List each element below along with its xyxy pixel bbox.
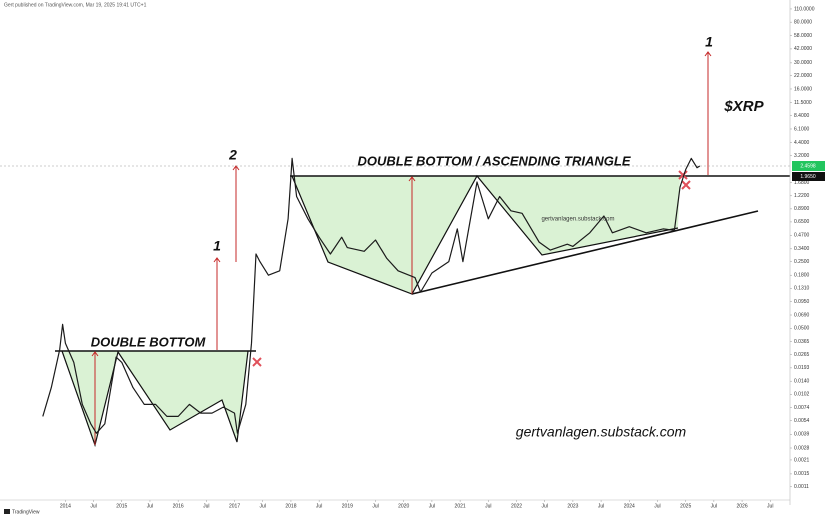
y-tick-label: 0.0011 <box>794 484 809 490</box>
arrow-head <box>704 51 712 57</box>
annotation: 2 <box>228 147 237 163</box>
y-tick-label: 0.0102 <box>794 392 810 398</box>
x-tick-label: Jul <box>711 503 717 509</box>
y-tick-label: 22.0000 <box>794 73 812 79</box>
y-tick-label: 0.0950 <box>794 299 810 305</box>
price-badge <box>792 172 825 181</box>
y-tick-label: 0.0265 <box>794 352 810 358</box>
y-tick-label: 8.4000 <box>794 113 810 119</box>
trendline <box>411 210 759 295</box>
x-tick-label: 2020 <box>398 503 409 509</box>
x-tick-label: Jul <box>372 503 378 509</box>
x-tick-label: 2025 <box>680 503 691 509</box>
x-tick-label: Jul <box>598 503 604 509</box>
y-tick-label: 0.0021 <box>794 457 810 463</box>
x-tick-label: Jul <box>429 503 435 509</box>
annotation: 1 <box>213 238 221 254</box>
y-tick-label: 1.6800 <box>794 180 810 186</box>
y-tick-label: 6.1000 <box>794 126 810 132</box>
watermark: gertvanlagen.substack.com <box>541 217 614 223</box>
arrow-head <box>408 176 416 182</box>
x-tick-label: 2022 <box>511 503 522 509</box>
logo <box>4 509 10 514</box>
y-tick-label: 0.0690 <box>794 312 810 318</box>
y-tick-label: 0.2500 <box>794 259 810 265</box>
y-tick-label: 0.0015 <box>794 471 810 477</box>
y-tick-label: 0.3400 <box>794 246 810 252</box>
y-tick-label: 0.6500 <box>794 219 810 225</box>
pattern-outline <box>291 174 679 295</box>
y-tick-label: 0.0500 <box>794 326 810 332</box>
cross-mark <box>678 170 688 180</box>
y-tick-label: 0.0039 <box>794 432 810 438</box>
x-tick-label: 2017 <box>229 503 240 509</box>
y-tick-label: 0.0140 <box>794 379 810 385</box>
x-tick-label: 2019 <box>342 503 353 509</box>
y-tick-label: 1.2200 <box>794 193 810 199</box>
y-tick-label: 4.4000 <box>794 140 810 146</box>
arrow-head <box>213 257 221 263</box>
pattern-fill <box>292 176 680 294</box>
x-tick-label: 2026 <box>737 503 748 509</box>
x-tick-label: Jul <box>654 503 660 509</box>
x-tick-label: 2023 <box>567 503 578 509</box>
y-tick-label: 0.0074 <box>794 405 810 411</box>
annotation: 1 <box>705 34 713 50</box>
y-tick-label: 3.2000 <box>794 153 810 159</box>
arrow-head <box>91 351 99 357</box>
drawings <box>0 51 790 448</box>
y-tick-label: 0.0193 <box>794 365 810 371</box>
y-tick-label: 80.0000 <box>794 20 812 26</box>
x-tick-label: 2015 <box>116 503 127 509</box>
x-tick-label: 2014 <box>60 503 71 509</box>
cross-mark <box>252 357 262 367</box>
annotation: $XRP <box>723 98 764 115</box>
price-badge-label: 1.9650 <box>800 174 816 180</box>
y-tick-label: 0.8900 <box>794 206 810 212</box>
x-tick-label: Jul <box>147 503 153 509</box>
y-tick-label: 58.0000 <box>794 33 812 39</box>
source: TradingView <box>12 509 40 515</box>
pattern-fill <box>57 351 248 445</box>
y-tick-label: 0.1310 <box>794 286 810 292</box>
x-tick-label: Jul <box>260 503 266 509</box>
x-tick-label: Jul <box>541 503 547 509</box>
y-tick-label: 42.0000 <box>794 46 812 52</box>
y-tick-label: 16.0000 <box>794 86 812 92</box>
price-badge <box>792 161 825 171</box>
cross-mark <box>681 180 691 190</box>
x-tick-label: Jul <box>90 503 96 509</box>
x-tick-label: Jul <box>485 503 491 509</box>
x-tick-label: 2018 <box>285 503 296 509</box>
header: Gert published on TradingView.com, Mar 1… <box>4 2 147 8</box>
x-tick-label: 2016 <box>173 503 184 509</box>
y-tick-label: 0.0028 <box>794 445 810 451</box>
y-tick-label: 11.5000 <box>794 100 812 106</box>
annotation: DOUBLE BOTTOM / ASCENDING TRIANGLE <box>358 153 631 168</box>
y-tick-label: 110.0000 <box>794 6 815 12</box>
x-tick-label: 2024 <box>624 503 635 509</box>
y-tick-label: 0.0365 <box>794 339 810 345</box>
y-tick-label: 0.1800 <box>794 273 810 279</box>
plot: 110.0000 80.0000 58.0000 42.0000 30.0000 22.0… <box>0 0 815 509</box>
y-tick-label: 0.0054 <box>794 418 810 424</box>
annotation: DOUBLE BOTTOM <box>91 334 207 349</box>
x-tick-label: Jul <box>316 503 322 509</box>
watermark: gertvanlagen.substack.com <box>516 424 687 440</box>
x-tick-label: Jul <box>767 503 773 509</box>
price-line <box>42 157 701 434</box>
y-tick-label: 30.0000 <box>794 60 812 66</box>
price-badge-label: 2.4598 <box>800 163 816 169</box>
y-tick-label: 0.4700 <box>794 233 810 239</box>
x-tick-label: Jul <box>203 503 209 509</box>
x-tick-label: 2021 <box>455 503 466 509</box>
